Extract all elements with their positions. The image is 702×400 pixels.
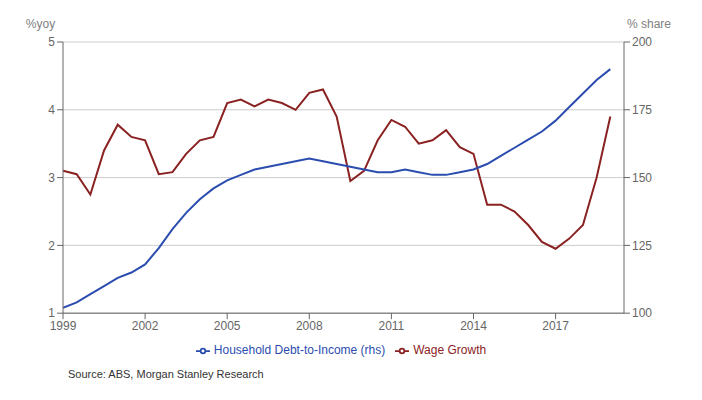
svg-text:2008: 2008 [296,319,323,333]
svg-text:2017: 2017 [542,319,569,333]
html-text:Household Debt-to-Income (rhs): Household Debt-to-Income (rhs) [213,343,386,358]
svg-text:2005: 2005 [214,319,241,333]
svg-text:1: 1 [48,306,55,320]
html-text:Wage Growth: Wage Growth [413,343,487,358]
svg-text:2: 2 [48,239,55,253]
svg-text:4: 4 [48,103,55,117]
svg-text:100: 100 [632,306,652,320]
svg-text:%yoy: %yoy [26,17,55,31]
svg-text:2011: 2011 [378,319,404,333]
svg-text:175: 175 [632,103,652,117]
svg-text:200: 200 [632,35,652,49]
svg-text:% share: % share [627,17,671,31]
svg-text:125: 125 [632,239,652,253]
svg-text:2002: 2002 [132,319,159,333]
html-text:Source: ABS, Morgan Stanley Re: Source: ABS, Morgan Stanley Research [68,368,264,380]
svg-text:1999: 1999 [50,319,77,333]
svg-text:5: 5 [48,35,55,49]
svg-text:150: 150 [632,171,652,185]
svg-text:3: 3 [48,171,55,185]
svg-text:2014: 2014 [460,319,487,333]
